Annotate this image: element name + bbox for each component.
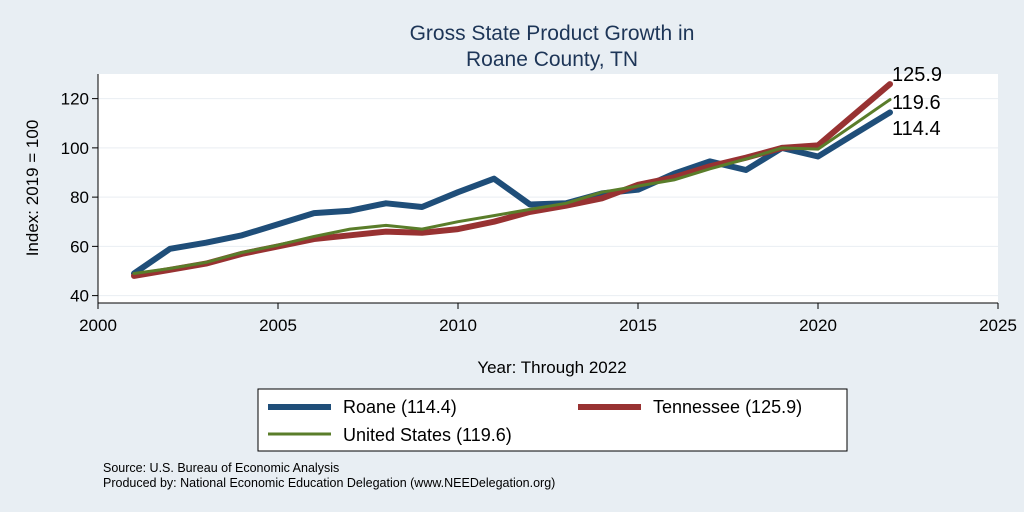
legend-label-tennessee: Tennessee (125.9) (653, 397, 802, 417)
y-tick-label: 60 (70, 237, 89, 256)
legend-label-united-states: United States (119.6) (343, 425, 512, 445)
end-label-united-states: 119.6 (892, 92, 941, 114)
y-tick-label: 40 (70, 287, 89, 306)
x-axis-label: Year: Through 2022 (477, 358, 626, 377)
source-note: Source: U.S. Bureau of Economic Analysis (103, 461, 339, 475)
end-label-tennessee: 125.9 (892, 64, 942, 86)
x-tick-label: 2000 (79, 316, 117, 335)
end-label-roane: 114.4 (892, 118, 941, 140)
x-tick-label: 2005 (259, 316, 297, 335)
plot-area (98, 74, 998, 303)
y-tick-label: 80 (70, 188, 89, 207)
gridlines (98, 98, 998, 297)
series-line-united-states (132, 98, 892, 275)
legend-label-roane: Roane (114.4) (343, 397, 457, 417)
x-tick-label: 2015 (619, 316, 657, 335)
x-tick-label: 2025 (979, 316, 1017, 335)
legend-box (257, 388, 848, 452)
produced-by-note: Produced by: National Economic Education… (103, 476, 555, 490)
series-lines (131, 81, 893, 279)
chart-title-line1: Gross State Product Growth in (410, 22, 695, 45)
x-tick-label: 2010 (439, 316, 477, 335)
y-axis-label: Index: 2019 = 100 (23, 120, 42, 257)
series-line-roane (131, 109, 893, 277)
x-tick-label: 2020 (799, 316, 837, 335)
y-tick-label: 100 (61, 139, 89, 158)
chart-title-line2: Roane County, TN (466, 48, 638, 71)
legend: Roane (114.4) Tennessee (125.9) United S… (257, 388, 848, 452)
axes: 40 60 80 100 120 2000 2005 2010 2015 2020 2025 (61, 74, 1017, 335)
end-labels: 125.9 119.6 114.4 (892, 64, 942, 140)
y-tick-label: 120 (61, 90, 89, 109)
